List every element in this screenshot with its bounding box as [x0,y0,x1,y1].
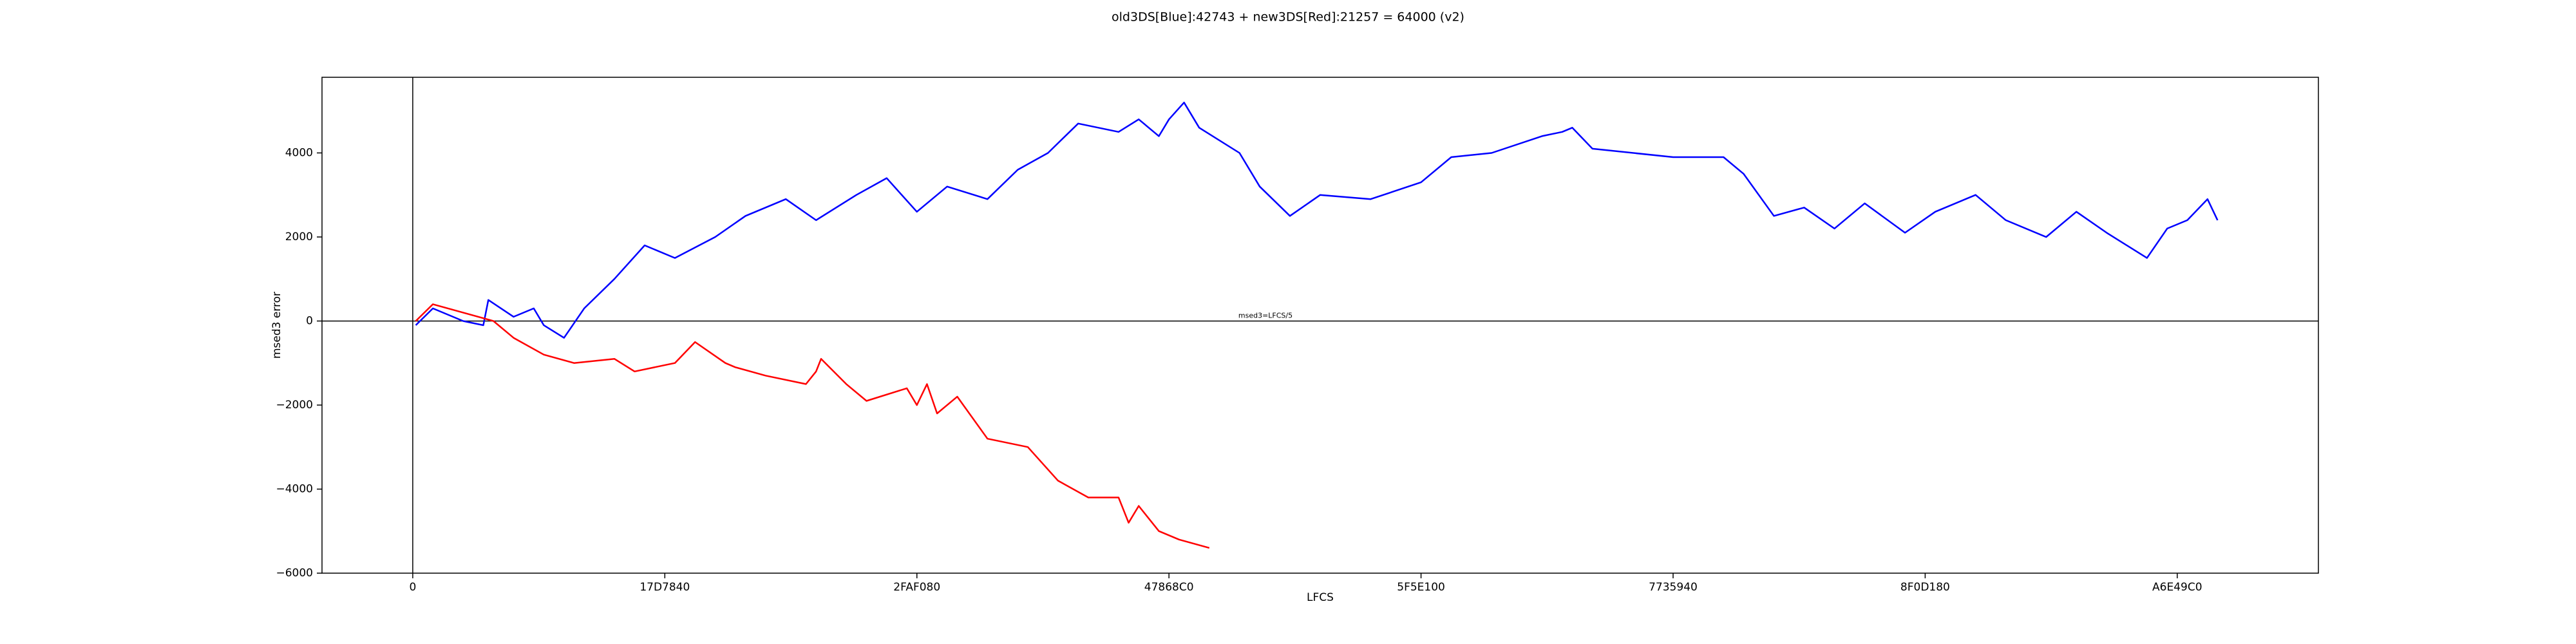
x-tick-label: 5F5E100 [1397,581,1445,594]
y-tick-label: −6000 [276,567,313,580]
x-tick-label: 17D7840 [639,581,690,594]
y-tick-label: 2000 [285,231,313,243]
x-tick-label: 0 [409,581,416,594]
x-tick-label: A6E49C0 [2152,581,2202,594]
y-tick-label: 0 [306,314,313,327]
y-tick-label: −4000 [276,482,313,495]
x-tick-label: 7735940 [1649,581,1698,594]
y-tick-label: 4000 [285,146,313,159]
y-axis-label: msed3 error [270,292,283,359]
series-line [415,101,2219,339]
x-tick-label: 8F0D180 [1900,581,1950,594]
series-line [415,303,1210,549]
y-tick-label: −2000 [276,399,313,412]
x-tick-label: 2FAF080 [893,581,940,594]
axes-frame [321,77,2319,574]
chart-title: old3DS[Blue]:42743 + new3DS[Red]:21257 =… [1112,10,1464,24]
x-axis-label: LFCS [1307,591,1334,604]
x-tick-label: 47868C0 [1144,581,1194,594]
annotation: msed3=LFCS/5 [1238,311,1293,319]
